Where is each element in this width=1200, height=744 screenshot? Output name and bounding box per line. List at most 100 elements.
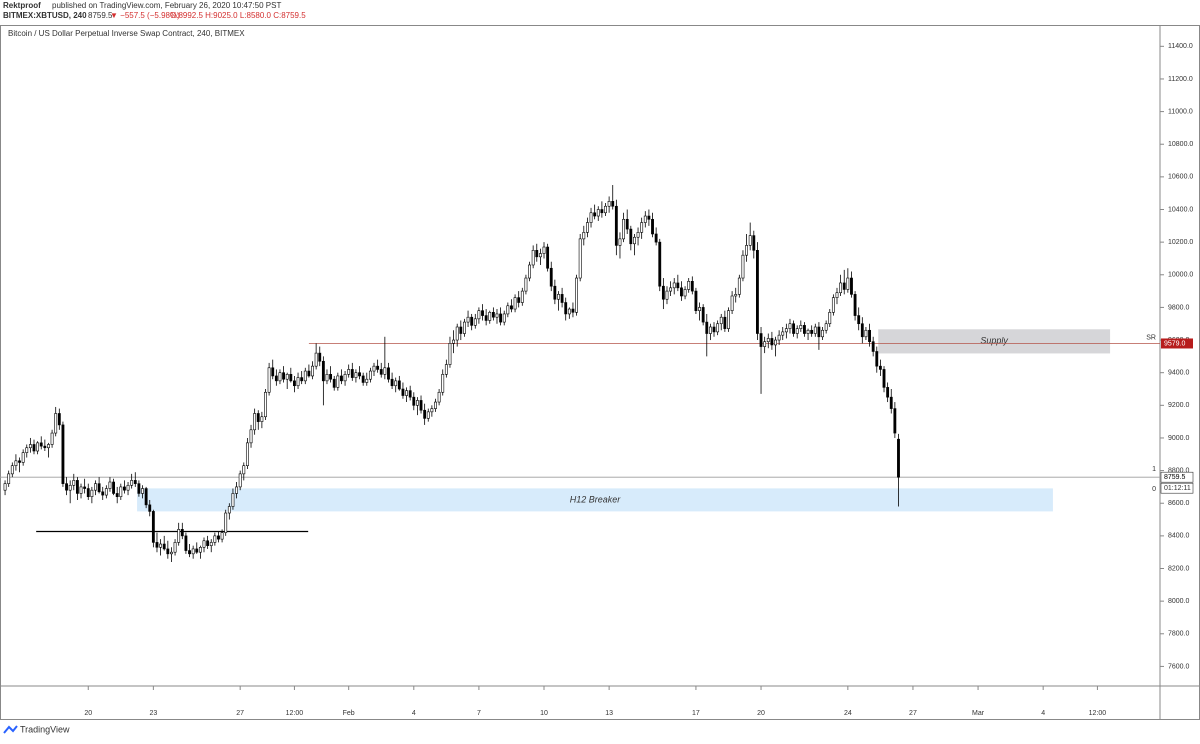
candle-body bbox=[115, 493, 119, 498]
candle-body bbox=[321, 360, 325, 382]
candle-body bbox=[32, 444, 36, 452]
candle-body bbox=[318, 352, 322, 362]
candle-body bbox=[600, 209, 604, 214]
candle-body bbox=[788, 323, 792, 329]
candle-body bbox=[180, 529, 184, 537]
author: Rektproof bbox=[3, 1, 41, 10]
candle-body bbox=[350, 369, 354, 378]
candle-body bbox=[893, 408, 897, 434]
candle-body bbox=[680, 287, 683, 297]
candle-body bbox=[61, 424, 65, 484]
candle-body bbox=[560, 294, 564, 303]
candle-body bbox=[195, 548, 199, 553]
candle-body bbox=[354, 372, 358, 378]
candle-body bbox=[358, 372, 361, 377]
candle-body bbox=[575, 277, 578, 313]
candle-body bbox=[593, 212, 597, 217]
candle-body bbox=[860, 323, 864, 338]
candle-body bbox=[144, 488, 148, 506]
candle-body bbox=[47, 444, 50, 449]
candle-body bbox=[614, 205, 618, 246]
candle-body bbox=[723, 316, 727, 329]
y-tick-label: 9000.0 bbox=[1168, 435, 1190, 442]
candle-body bbox=[372, 365, 376, 372]
candle-body bbox=[654, 233, 658, 243]
candle-body bbox=[524, 277, 528, 292]
candle-body bbox=[817, 326, 821, 338]
candle-body bbox=[430, 408, 434, 413]
brand: TradingView bbox=[20, 724, 70, 734]
y-tick-label: 11200.0 bbox=[1168, 76, 1193, 83]
candle-body bbox=[311, 365, 314, 377]
zone-label: H12 Breaker bbox=[570, 494, 622, 504]
candle-body bbox=[379, 369, 383, 375]
candle-body bbox=[694, 290, 698, 311]
candle-body bbox=[455, 326, 459, 341]
candle-body bbox=[54, 413, 58, 434]
candle-body bbox=[108, 481, 112, 489]
candle-body bbox=[198, 546, 202, 553]
candle-body bbox=[647, 215, 651, 220]
y-tick-label: 8400.0 bbox=[1168, 533, 1190, 540]
candle-body bbox=[618, 238, 622, 246]
candle-body bbox=[104, 488, 108, 496]
candle-body bbox=[850, 277, 853, 295]
candle-body bbox=[868, 329, 871, 342]
candle-body bbox=[604, 205, 607, 214]
candle-body bbox=[220, 532, 224, 540]
candle-body bbox=[596, 209, 600, 217]
candle-body bbox=[155, 542, 159, 548]
candle-body bbox=[28, 444, 32, 449]
candle-body bbox=[611, 201, 615, 207]
candle-body bbox=[307, 370, 311, 377]
y-tick-label: 10200.0 bbox=[1168, 239, 1193, 246]
candle-body bbox=[173, 542, 177, 553]
candle-body bbox=[557, 294, 560, 300]
candle-body bbox=[130, 480, 134, 486]
candle-body bbox=[264, 391, 267, 418]
candle-body bbox=[636, 232, 640, 238]
change: ▼ −557.5 (−5.98%) bbox=[110, 11, 180, 20]
candle-body bbox=[589, 212, 593, 223]
candle-body bbox=[741, 254, 745, 279]
candle-body bbox=[434, 401, 437, 409]
candle-body bbox=[748, 235, 752, 246]
candle-body bbox=[332, 378, 336, 388]
candle-body bbox=[763, 341, 767, 347]
candle-body bbox=[799, 325, 803, 329]
candle-body bbox=[766, 338, 770, 342]
x-tick-label: 12:00 bbox=[286, 710, 304, 717]
candle-body bbox=[300, 377, 304, 382]
candle-body bbox=[477, 310, 481, 320]
candle-body bbox=[658, 241, 662, 287]
level-tag: SR bbox=[1146, 334, 1156, 341]
candle-body bbox=[777, 334, 781, 341]
countdown-box bbox=[1160, 482, 1194, 494]
countdown: 01:12:11 bbox=[1164, 485, 1191, 492]
candle-body bbox=[491, 312, 495, 318]
zone bbox=[137, 488, 1053, 512]
candle-body bbox=[582, 232, 586, 240]
candle-body bbox=[303, 370, 307, 382]
symbol: BITMEX:XBTUSD, 240 bbox=[3, 11, 87, 20]
candle-body bbox=[528, 264, 531, 279]
candle-body bbox=[513, 297, 517, 310]
candle-body bbox=[448, 343, 452, 365]
candle-body bbox=[878, 365, 882, 370]
y-tick-label: 8800.0 bbox=[1168, 467, 1190, 474]
candle-body bbox=[897, 438, 900, 478]
candle-body bbox=[43, 445, 47, 449]
candle-body bbox=[314, 352, 318, 367]
candle-body bbox=[213, 535, 217, 543]
x-tick-label: 27 bbox=[909, 710, 917, 717]
candle-body bbox=[734, 294, 738, 297]
y-tick-label: 11000.0 bbox=[1168, 108, 1193, 115]
candle-body bbox=[828, 312, 832, 325]
candle-body bbox=[549, 267, 553, 287]
chart-title: Bitcoin / US Dollar Perpetual Inverse Sw… bbox=[8, 29, 245, 38]
candle-body bbox=[119, 486, 123, 498]
y-tick-label: 10000.0 bbox=[1168, 272, 1193, 279]
y-tick-label: 9200.0 bbox=[1168, 402, 1190, 409]
candle-body bbox=[853, 294, 857, 316]
candle-body bbox=[256, 413, 260, 422]
